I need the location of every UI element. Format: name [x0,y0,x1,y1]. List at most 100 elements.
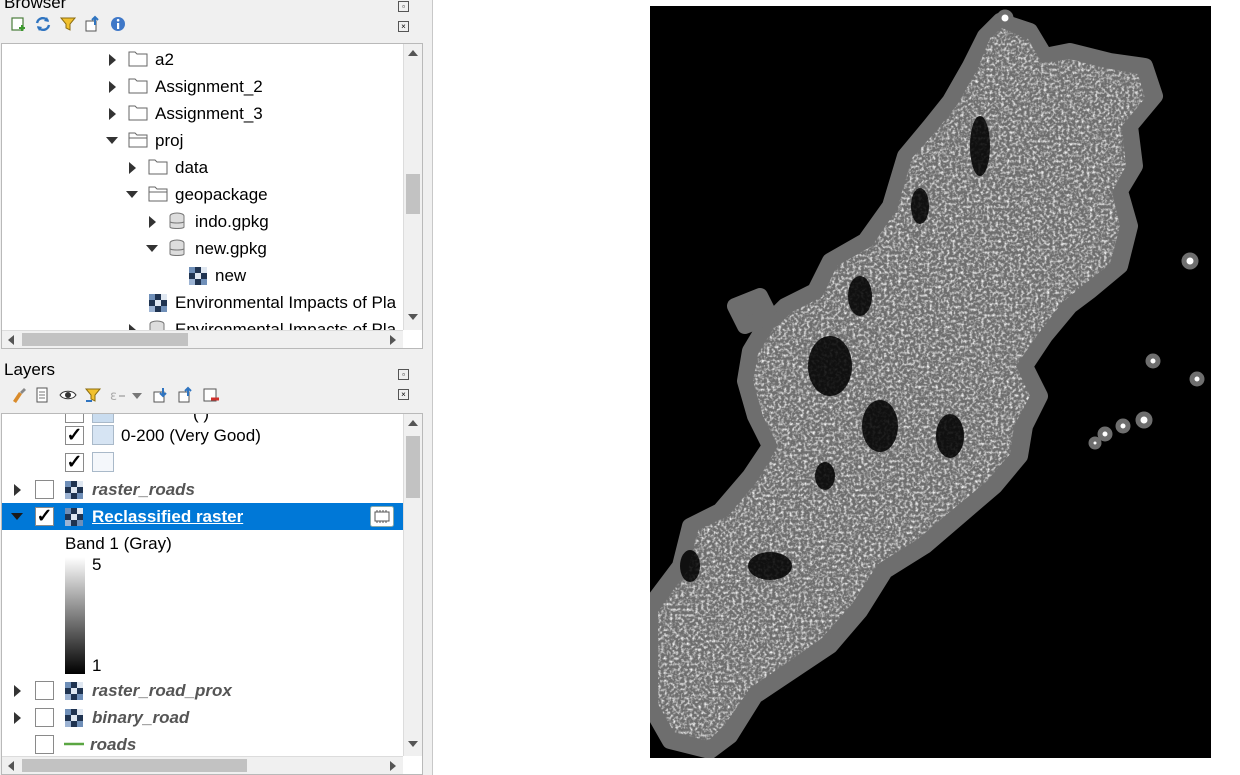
legend-checkbox[interactable]: ✓ [65,452,84,473]
expand-arrow-icon[interactable] [109,108,116,120]
browser-item-data[interactable]: data [2,154,402,181]
scroll-thumb[interactable] [406,174,420,214]
raster-layer-icon [65,508,83,526]
add-layer-icon[interactable] [10,15,28,33]
float-panel-icon[interactable]: ▫ [398,369,409,380]
visibility-icon[interactable] [59,386,77,404]
expand-arrow-icon[interactable] [149,216,156,228]
band-label: Band 1 (Gray) [2,530,402,557]
collapse-all-icon[interactable] [177,386,195,404]
browser-item-proj[interactable]: proj [2,127,402,154]
raster-layer-icon [65,709,83,727]
style-icon[interactable] [10,386,28,404]
add-group-icon[interactable] [34,386,52,404]
raster-layer-icon [65,481,83,499]
layer-raster-roads[interactable]: raster_roads [2,476,402,503]
map-canvas[interactable] [650,6,1211,758]
layer-visibility-checkbox[interactable] [35,681,54,700]
browser-item-indo-gpkg[interactable]: indo.gpkg [2,208,402,235]
scroll-right-icon[interactable] [390,761,396,771]
line-layer-icon [64,742,84,746]
browser-item-assignment-2[interactable]: Assignment_2 [2,73,402,100]
expand-arrow-icon[interactable] [109,81,116,93]
float-panel-icon[interactable]: ▫ [398,1,409,12]
refresh-icon[interactable] [34,15,52,33]
layer-raster-road-prox[interactable]: raster_road_prox [2,677,402,704]
filter-legend-icon[interactable] [84,386,102,404]
open-folder-icon [128,132,148,148]
browser-item-label: new.gpkg [195,239,267,258]
browser-item-label: geopackage [175,185,268,204]
layers-tree[interactable]: ( ) ✓ 0-200 (Very Good) ✓ raster_roads ✓… [1,413,423,775]
layer-name: roads [90,735,137,754]
scroll-up-icon[interactable] [408,420,418,426]
layers-vertical-scrollbar[interactable] [403,414,422,756]
layer-name: binary_road [92,708,190,727]
scroll-thumb[interactable] [22,333,188,346]
folder-icon [128,51,148,67]
legend-item-cut: ( ) [2,413,402,427]
filter-icon[interactable] [59,15,77,33]
collapse-arrow-icon[interactable] [106,137,118,144]
layers-horizontal-scrollbar[interactable] [2,756,403,774]
layer-visibility-checkbox[interactable]: ✓ [35,506,54,527]
info-icon[interactable] [109,15,127,33]
browser-item-label: Assignment_3 [155,104,263,123]
browser-item-new-gpkg[interactable]: new.gpkg [2,235,402,262]
left-dock: Browser ▫× a2 Assignment_2 Assignment_3 [0,0,433,775]
folder-icon [128,78,148,94]
scroll-down-icon[interactable] [408,314,418,320]
expand-arrow-icon[interactable] [14,712,21,724]
scroll-thumb[interactable] [22,759,247,772]
expand-all-icon[interactable] [152,386,170,404]
layer-reclassified-raster[interactable]: ✓ Reclassified raster [2,503,403,530]
browser-item-new[interactable]: new [2,262,402,289]
browser-vertical-scrollbar[interactable] [403,44,422,330]
collapse-all-icon[interactable] [84,15,102,33]
raster-layer-icon [65,682,83,700]
raster-layer-icon [189,267,207,285]
layers-panel-title: Layers [4,360,56,379]
browser-panel-buttons: ▫× [396,0,420,32]
remove-layer-icon[interactable] [202,386,220,404]
layer-visibility-checkbox[interactable] [35,708,54,727]
scroll-right-icon[interactable] [390,335,396,345]
scroll-down-icon[interactable] [408,741,418,747]
collapse-arrow-icon[interactable] [11,513,23,520]
legend-checkbox[interactable]: ✓ [65,425,84,446]
expand-arrow-icon[interactable] [14,685,21,697]
folder-icon [128,105,148,121]
scroll-thumb[interactable] [406,436,420,498]
scroll-left-icon[interactable] [8,335,14,345]
scroll-left-icon[interactable] [8,761,14,771]
legend-label: ( ) [193,413,210,423]
browser-horizontal-scrollbar[interactable] [2,330,403,348]
collapse-arrow-icon[interactable] [126,191,138,198]
dropdown-arrow-icon[interactable] [132,393,142,399]
expression-filter-icon[interactable]: ε [109,386,127,404]
browser-item-geopackage[interactable]: geopackage [2,181,402,208]
browser-item-assignment-3[interactable]: Assignment_3 [2,100,402,127]
raster-layer-icon [149,294,167,312]
layer-visibility-checkbox[interactable] [35,480,54,499]
expand-arrow-icon[interactable] [129,162,136,174]
expand-arrow-icon[interactable] [14,484,21,496]
database-icon [169,212,185,229]
legend-checkbox[interactable] [65,414,84,423]
collapse-arrow-icon[interactable] [146,245,158,252]
browser-item-a2[interactable]: a2 [2,46,402,73]
layer-visibility-checkbox[interactable] [35,735,54,754]
layer-roads[interactable]: roads [2,731,402,758]
legend-swatch [92,414,114,423]
browser-item-env-impacts-raster[interactable]: Environmental Impacts of Pla [2,289,402,316]
memory-indicator-icon[interactable] [370,506,394,527]
layer-binary-road[interactable]: binary_road [2,704,402,731]
close-panel-icon[interactable]: × [398,389,409,400]
band-name: Band 1 (Gray) [65,534,172,553]
layer-name: Reclassified raster [92,507,244,526]
close-panel-icon[interactable]: × [398,21,409,32]
database-icon [169,239,185,256]
scroll-up-icon[interactable] [408,50,418,56]
expand-arrow-icon[interactable] [109,54,116,66]
browser-tree[interactable]: a2 Assignment_2 Assignment_3 proj data g… [1,43,423,349]
